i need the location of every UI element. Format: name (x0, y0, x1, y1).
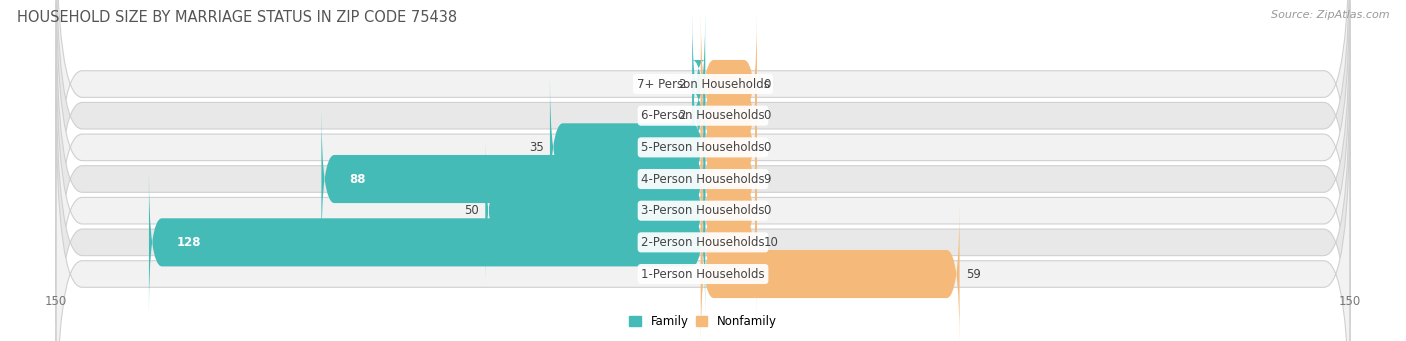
FancyBboxPatch shape (700, 108, 756, 250)
FancyBboxPatch shape (700, 13, 756, 155)
FancyBboxPatch shape (56, 0, 1350, 324)
FancyBboxPatch shape (692, 13, 706, 155)
Text: Source: ZipAtlas.com: Source: ZipAtlas.com (1271, 10, 1389, 20)
FancyBboxPatch shape (56, 2, 1350, 341)
Text: 50: 50 (464, 204, 479, 217)
Text: 0: 0 (763, 109, 770, 122)
FancyBboxPatch shape (700, 76, 756, 218)
Text: 59: 59 (966, 268, 981, 281)
Text: 10: 10 (763, 236, 779, 249)
Text: 1-Person Households: 1-Person Households (641, 268, 765, 281)
Text: 5-Person Households: 5-Person Households (641, 141, 765, 154)
FancyBboxPatch shape (56, 0, 1350, 292)
Text: 4-Person Households: 4-Person Households (641, 173, 765, 186)
FancyBboxPatch shape (700, 203, 959, 341)
FancyBboxPatch shape (692, 45, 706, 187)
Legend: Family, Nonfamily: Family, Nonfamily (624, 310, 782, 333)
Text: 2-Person Households: 2-Person Households (641, 236, 765, 249)
Text: 2: 2 (678, 77, 686, 90)
FancyBboxPatch shape (700, 172, 756, 313)
FancyBboxPatch shape (56, 34, 1350, 341)
Text: 0: 0 (763, 141, 770, 154)
FancyBboxPatch shape (56, 0, 1350, 261)
Text: 128: 128 (177, 236, 201, 249)
Text: 0: 0 (763, 204, 770, 217)
Text: 3-Person Households: 3-Person Households (641, 204, 765, 217)
FancyBboxPatch shape (322, 108, 706, 250)
FancyBboxPatch shape (700, 45, 756, 187)
Text: 0: 0 (763, 77, 770, 90)
Text: 2: 2 (678, 109, 686, 122)
FancyBboxPatch shape (550, 76, 706, 218)
Text: 9: 9 (763, 173, 770, 186)
Text: 6-Person Households: 6-Person Households (641, 109, 765, 122)
FancyBboxPatch shape (485, 140, 706, 282)
FancyBboxPatch shape (56, 66, 1350, 341)
Text: 88: 88 (350, 173, 366, 186)
FancyBboxPatch shape (149, 172, 706, 313)
FancyBboxPatch shape (56, 97, 1350, 341)
FancyBboxPatch shape (700, 140, 756, 282)
Text: 35: 35 (529, 141, 544, 154)
Text: 7+ Person Households: 7+ Person Households (637, 77, 769, 90)
Text: HOUSEHOLD SIZE BY MARRIAGE STATUS IN ZIP CODE 75438: HOUSEHOLD SIZE BY MARRIAGE STATUS IN ZIP… (17, 10, 457, 25)
